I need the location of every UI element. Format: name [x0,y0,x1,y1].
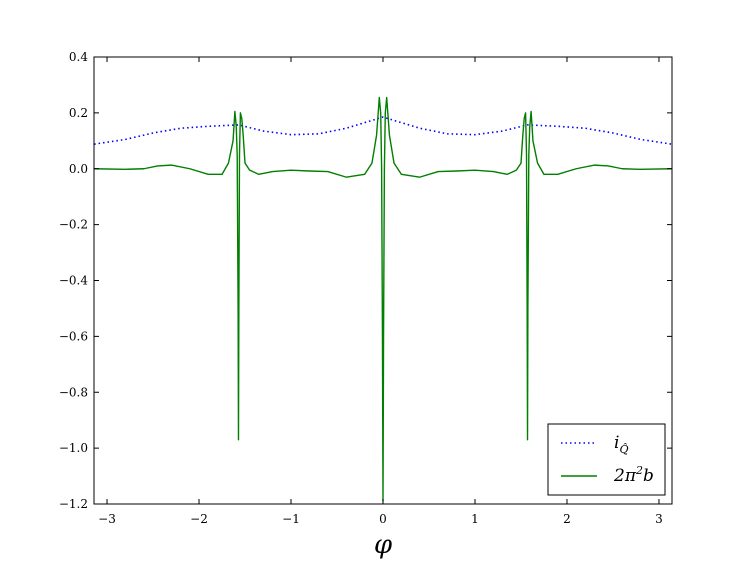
y-tick-label: −1.0 [59,441,88,455]
y-tick-label: −0.6 [59,329,88,343]
y-tick-label: 0.0 [69,162,88,176]
y-tick-label: −0.4 [59,274,89,288]
x-axis-label: φ [374,530,393,560]
y-tick-label: 0.2 [69,106,88,120]
y-tick-label: −0.8 [59,385,88,399]
x-tick-label: −3 [98,512,116,526]
x-tick-label: 3 [655,512,663,526]
legend-label-2pi2b: 2π2b [613,464,654,486]
y-tick-label: 0.4 [69,50,88,64]
x-tick-label: 1 [471,512,479,526]
y-tick-label: −1.2 [59,497,88,511]
legend-label-i-q: iQ̂ [614,433,628,456]
ticks-layer: −3 −2 −1 0 1 2 3 −1.2 −1.0 −0.8 −0.6 −0.4 −0.2 0.0 0.2… [59,50,672,526]
y-tick-label: −0.2 [59,218,88,232]
x-tick-label: −2 [190,512,208,526]
legend: iQ̂ 2π2b [547,423,666,496]
x-tick-label: −1 [282,512,300,526]
legend-box [547,423,666,496]
x-tick-label: 0 [379,512,387,526]
x-tick-label: 2 [563,512,571,526]
series-line-i-q [94,116,672,145]
